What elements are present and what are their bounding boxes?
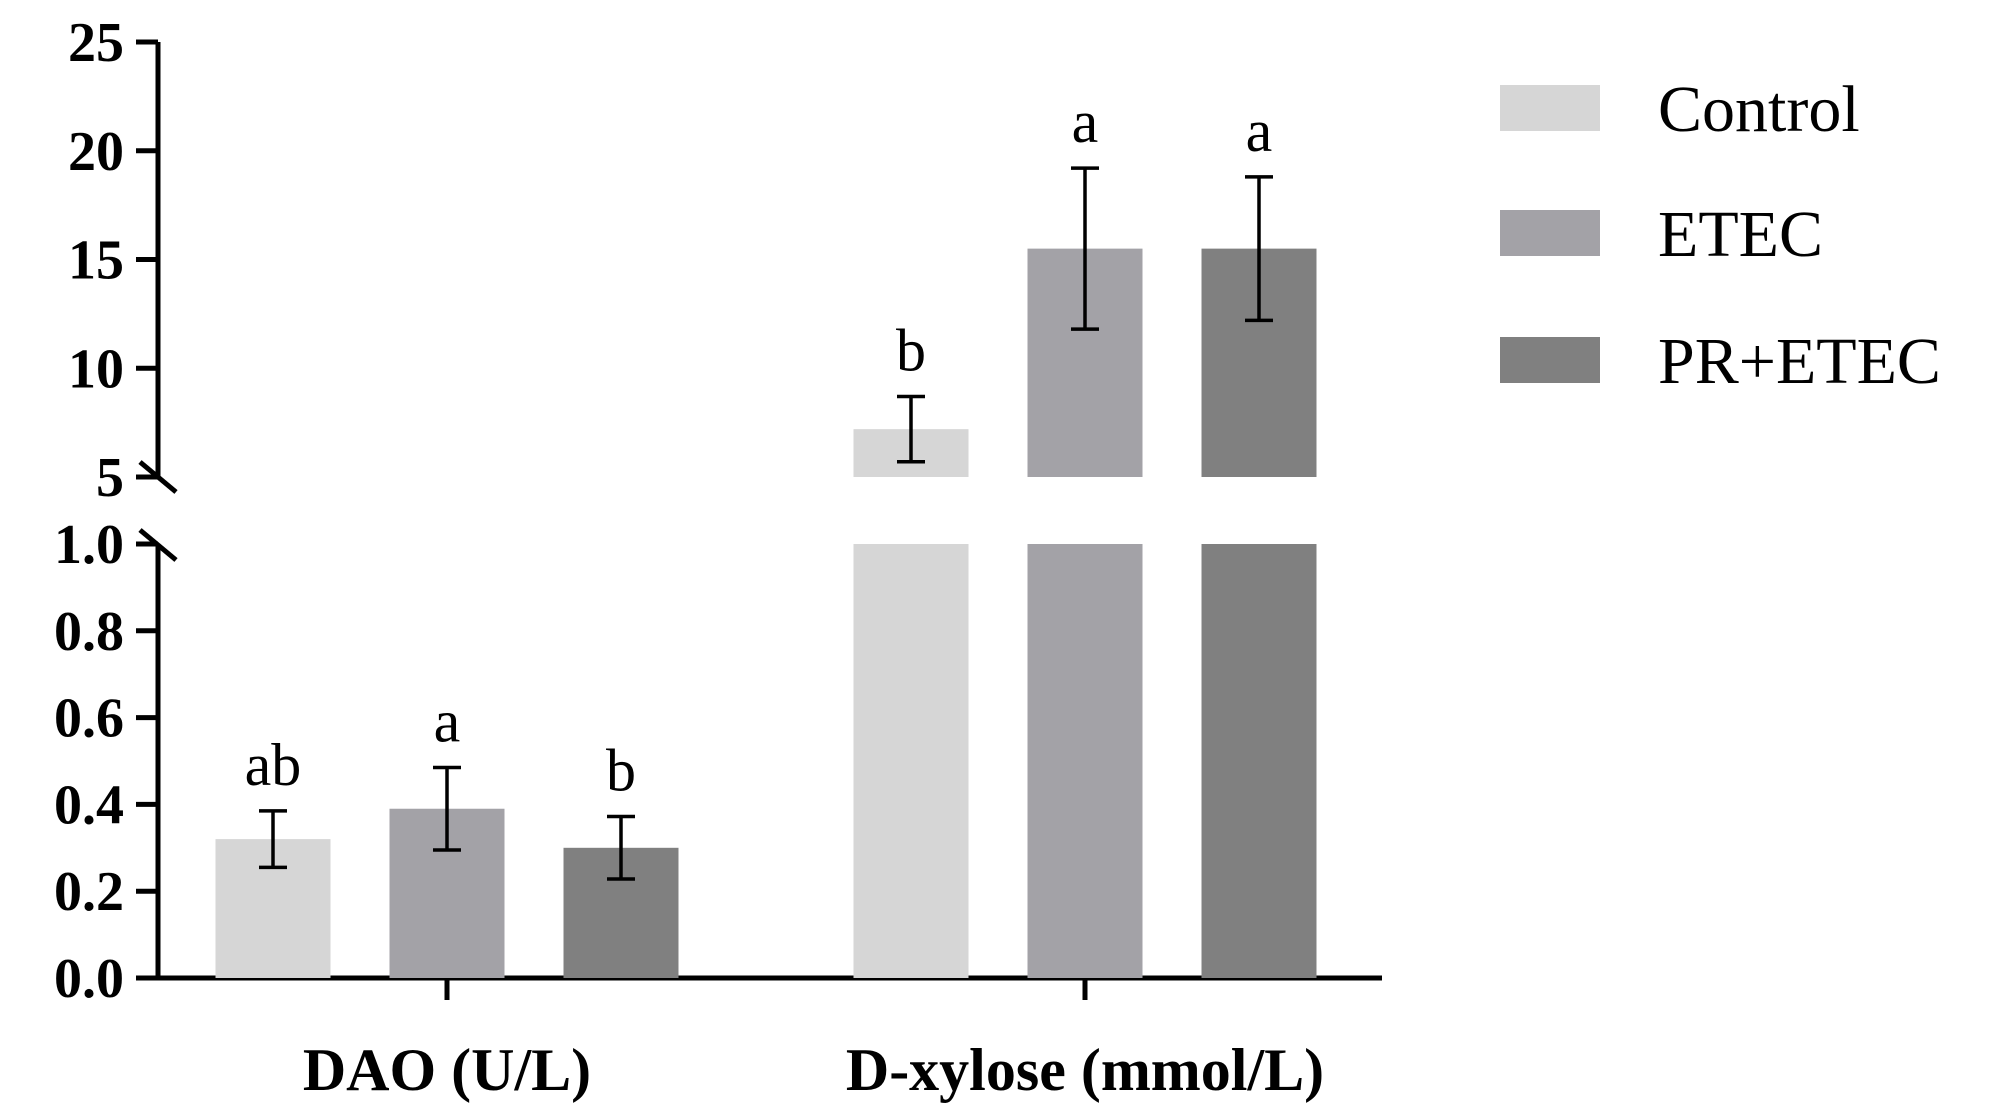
bar [1201, 544, 1317, 978]
legend-swatch [1500, 85, 1600, 131]
significance-label: a [434, 689, 461, 755]
y-tick-label: 15 [68, 230, 124, 292]
bar [1027, 544, 1143, 978]
y-tick-label: 0.8 [54, 601, 124, 663]
significance-label: ab [245, 732, 302, 798]
y-tick-label: 5 [96, 447, 124, 509]
legend-swatch [1500, 210, 1600, 256]
y-tick-label: 1.0 [54, 514, 124, 576]
y-tick-label: 0.0 [54, 948, 124, 1010]
y-tick-label: 0.4 [54, 774, 124, 836]
y-tick-label: 0.6 [54, 688, 124, 750]
y-tick-label: 20 [68, 121, 124, 183]
significance-label: b [606, 738, 636, 804]
legend-label: PR+ETEC [1658, 325, 1941, 398]
legend-label: Control [1658, 73, 1860, 146]
y-tick-label: 10 [68, 338, 124, 400]
x-category-label: D-xylose (mmol/L) [846, 1037, 1324, 1103]
x-category-label: DAO (U/L) [303, 1037, 591, 1103]
legend-swatch [1500, 337, 1600, 383]
y-tick-label: 0.2 [54, 861, 124, 923]
legend-label: ETEC [1658, 198, 1823, 271]
significance-label: b [896, 318, 926, 384]
significance-label: a [1246, 98, 1273, 164]
y-tick-label: 25 [68, 12, 124, 74]
bar [853, 544, 969, 978]
significance-label: a [1072, 89, 1099, 155]
